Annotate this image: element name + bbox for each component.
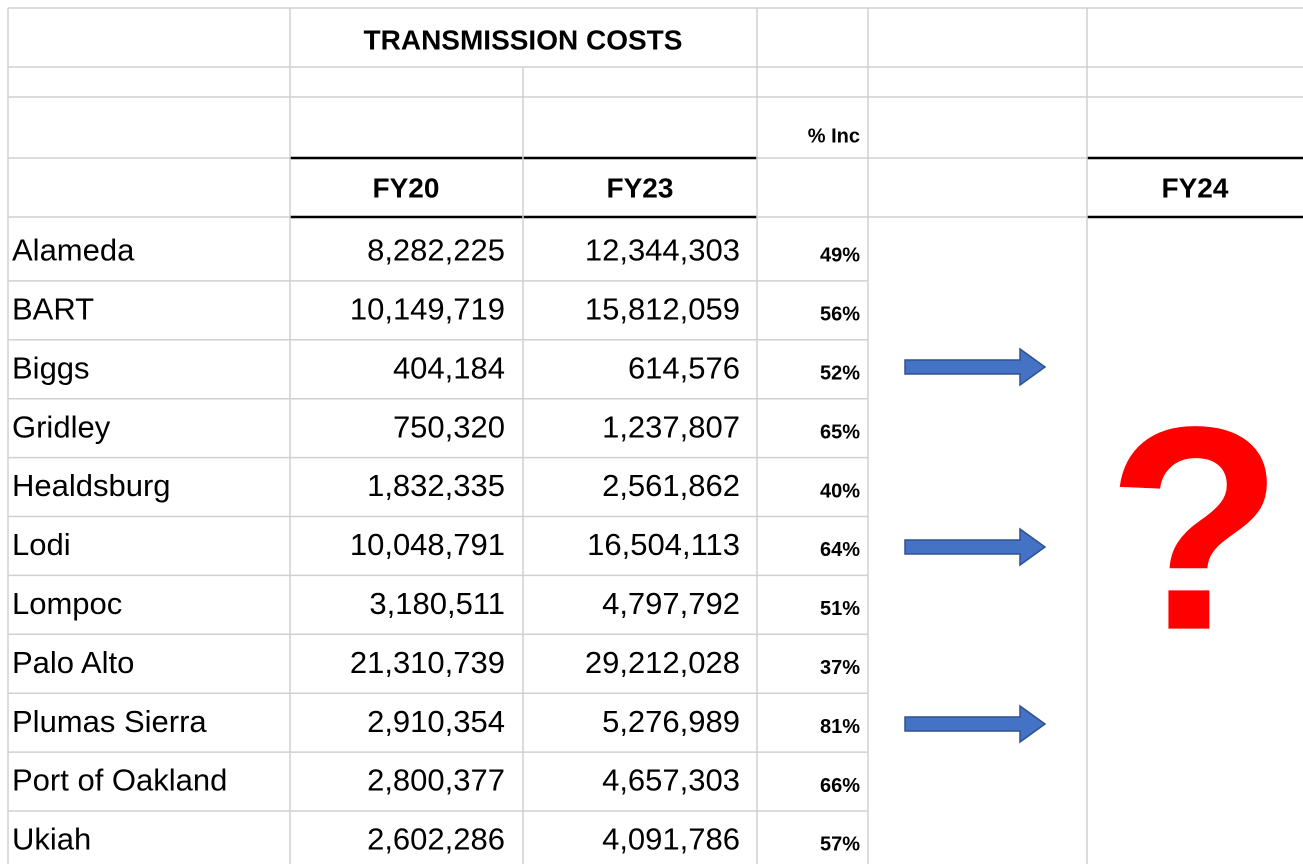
row-name: Ukiah <box>12 822 91 857</box>
fy20-value: 2,910,354 <box>367 704 505 739</box>
grid <box>7 7 1303 864</box>
fy20-value: 2,800,377 <box>367 763 505 798</box>
fy23-value: 15,812,059 <box>585 292 740 327</box>
pct-value: 57% <box>820 834 860 856</box>
fy23-value: 4,657,303 <box>602 763 740 798</box>
pct-value: 37% <box>820 657 860 679</box>
fy20-value: 2,602,286 <box>367 822 505 857</box>
column-header: FY23 <box>607 172 674 203</box>
fy20-value: 1,832,335 <box>367 468 505 503</box>
pct-header: % Inc <box>808 125 860 147</box>
fy23-value: 1,237,807 <box>602 409 740 444</box>
fy23-value: 4,797,792 <box>602 586 740 621</box>
pct-value: 52% <box>820 363 860 385</box>
row-name: Lompoc <box>12 586 122 621</box>
row-name: Lodi <box>12 527 71 562</box>
rows: Alameda 8,282,225 12,344,303 49% BART 10,149,… <box>12 233 860 857</box>
arrow <box>904 527 1047 567</box>
table-title: TRANSMISSION COSTS <box>364 24 683 55</box>
pct-value: 40% <box>820 480 860 502</box>
pct-value: 49% <box>820 245 860 267</box>
fy23-value: 614,576 <box>628 350 740 385</box>
fy20-value: 750,320 <box>393 409 505 444</box>
arrows <box>904 347 1047 744</box>
pct-value: 65% <box>820 421 860 443</box>
arrow <box>904 704 1047 744</box>
question-mark: ? <box>1106 367 1283 691</box>
row-name: Palo Alto <box>12 645 134 680</box>
pct-value: 51% <box>820 598 860 620</box>
pct-value: 64% <box>820 539 860 561</box>
fy23-value: 16,504,113 <box>587 527 740 562</box>
fy20-value: 3,180,511 <box>369 586 505 621</box>
row-name: Biggs <box>12 350 90 385</box>
row-name: Gridley <box>12 409 111 444</box>
row-name: Healdsburg <box>12 468 171 503</box>
pct-value: 81% <box>820 716 860 738</box>
column-header: FY20 <box>373 172 440 203</box>
fy23-value: 2,561,862 <box>602 468 740 503</box>
arrow <box>904 347 1047 387</box>
row-name: Port of Oakland <box>12 763 227 798</box>
fy20-value: 404,184 <box>393 350 505 385</box>
row-name: Plumas Sierra <box>12 704 207 739</box>
fy20-value: 8,282,225 <box>367 233 505 268</box>
fy20-value: 10,048,791 <box>350 527 505 562</box>
pct-value: 66% <box>820 775 860 797</box>
row-name: Alameda <box>12 233 135 268</box>
column-header: FY24 <box>1162 172 1229 203</box>
pct-value: 56% <box>820 304 860 326</box>
fy20-value: 10,149,719 <box>350 292 505 327</box>
row-name: BART <box>12 292 94 327</box>
fy23-value: 4,091,786 <box>602 822 740 857</box>
fy23-value: 29,212,028 <box>585 645 740 680</box>
fy23-value: 5,276,989 <box>602 704 740 739</box>
fy23-value: 12,344,303 <box>585 233 740 268</box>
fy20-value: 21,310,739 <box>350 645 505 680</box>
